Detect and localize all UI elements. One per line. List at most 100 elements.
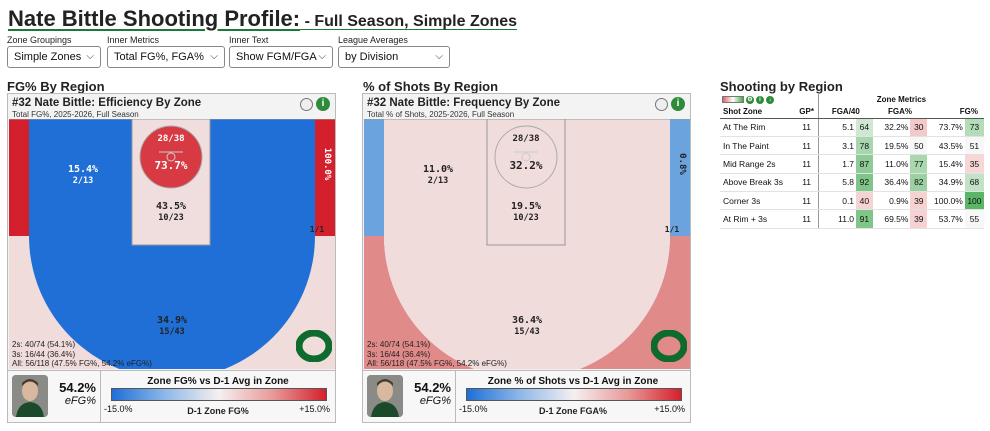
cell-fga40: 0.1 <box>818 191 857 211</box>
inner-metrics-control: Inner Metrics Total FG%, FGA% ⌵ <box>107 34 225 68</box>
cell-fga40-pctile: 40 <box>856 191 873 211</box>
three-count: 15/43 <box>514 327 540 337</box>
cell-fgapct: 11.0% <box>872 154 911 174</box>
table-row: In The Paint 11 3.1 78 19.5% 50 43.5% 51 <box>720 136 984 156</box>
cell-fg-pctile: 100 <box>964 191 984 211</box>
paint-pct: 19.5% <box>511 201 541 212</box>
legend-label: D-1 Zone FG% <box>187 406 249 416</box>
inner-metrics-label: Inner Metrics <box>107 35 160 45</box>
cell-fg: 15.4% <box>927 154 965 174</box>
page-title: Nate Bittle Shooting Profile: - Full Sea… <box>8 6 517 32</box>
zone-corner-right <box>315 119 335 236</box>
inner-metrics-select[interactable]: Total FG%, FGA% ⌵ <box>107 46 225 68</box>
corner-count: 1/1 <box>310 225 325 234</box>
paint-count: 10/23 <box>158 213 184 223</box>
corner-count: 1/1 <box>665 225 680 234</box>
player-avatar <box>12 375 48 417</box>
cell-fga40: 5.1 <box>818 118 857 137</box>
oregon-logo-icon <box>296 330 332 362</box>
player-photo-icon <box>367 375 403 417</box>
cell-fga40-pctile: 92 <box>856 173 873 193</box>
inner-text-value: Show FGM/FGA <box>236 51 317 63</box>
legend-max: +15.0% <box>299 404 330 414</box>
title-zones: Simple Zones <box>413 13 518 30</box>
three-pct: 36.4% <box>512 315 542 326</box>
settings-icon[interactable]: ⚙ <box>746 95 754 104</box>
cell-fga40-pctile: 87 <box>856 154 873 174</box>
cell-zone: Corner 3s <box>720 191 796 211</box>
table-toolbar: ⚙ i ↓ <box>720 94 819 105</box>
efg-summary: 54.2% eFG% <box>52 380 96 407</box>
league-averages-control: League Averages by Division ⌵ <box>338 34 450 68</box>
cell-fgapct: 0.9% <box>872 191 911 211</box>
rim-count: 28/38 <box>512 134 539 144</box>
legend-title: Zone % of Shots vs D-1 Avg in Zone <box>487 376 659 387</box>
info-icon[interactable]: i <box>316 97 330 111</box>
corner-pct: 0.8% <box>677 153 687 175</box>
title-dash: - <box>300 13 315 30</box>
table-row: At The Rim 11 5.1 64 32.2% 30 73.7% 73 <box>720 118 984 137</box>
mid-pct: 11.0% <box>423 164 453 175</box>
zone-rim <box>494 125 558 189</box>
zone-groupings-control: Zone Groupings Simple Zones ⌵ <box>7 34 101 68</box>
stat-all: All: 56/118 (47.5% FG%, 54.2% eFG%) <box>12 359 152 368</box>
radio-icon[interactable] <box>300 98 313 111</box>
frequency-panel: #32 Nate Bittle: Frequency By Zone Total… <box>362 93 691 423</box>
mid-pct: 15.4% <box>68 164 98 175</box>
cell-zone: Above Break 3s <box>720 173 796 193</box>
league-averages-select[interactable]: by Division ⌵ <box>338 46 450 68</box>
league-averages-value: by Division <box>345 51 399 63</box>
title-season: Full Season <box>314 13 405 30</box>
rim-pct: 73.7% <box>154 159 187 172</box>
cell-fga40: 11.0 <box>818 209 857 229</box>
efg-value: 54.2% <box>59 380 96 395</box>
info-icon[interactable]: i <box>671 97 685 111</box>
table-tools: ⚙ i ↓ <box>722 95 816 104</box>
rim-count: 28/38 <box>157 134 184 144</box>
legend-gradient-bar <box>111 388 327 401</box>
footer-divider <box>455 371 456 423</box>
cell-gp: 11 <box>795 191 819 211</box>
cell-fg: 53.7% <box>927 209 965 229</box>
paint-count: 10/23 <box>513 213 539 223</box>
cell-gp: 11 <box>795 209 819 229</box>
cell-fg-pctile: 73 <box>964 118 984 137</box>
download-icon[interactable]: ↓ <box>766 95 774 104</box>
col-gp[interactable]: GP* <box>795 105 819 119</box>
zone-groupings-label: Zone Groupings <box>7 35 72 45</box>
table-header-group: ⚙ i ↓ Zone Metrics <box>720 94 984 105</box>
cell-gp: 11 <box>795 173 819 193</box>
cell-fga40: 3.1 <box>818 136 857 156</box>
mid-count: 2/13 <box>428 176 448 186</box>
cell-zone: Mid Range 2s <box>720 154 796 174</box>
info-icon[interactable]: i <box>756 95 764 104</box>
panel-title: #32 Nate Bittle: Efficiency By Zone <box>12 97 202 109</box>
col-fgapct[interactable]: FGA% <box>872 105 928 119</box>
inner-metrics-value: Total FG%, FGA% <box>114 51 204 63</box>
zone-metrics-header: Zone Metrics <box>876 95 927 104</box>
chevron-down-icon: ⌵ <box>210 51 218 62</box>
cell-zone: At Rim + 3s <box>720 209 796 229</box>
zone-groupings-select[interactable]: Simple Zones ⌵ <box>7 46 101 68</box>
table-header: Shot Zone GP* FGA/40 FGA% FG% <box>720 105 984 119</box>
panel-title: #32 Nate Bittle: Frequency By Zone <box>367 97 560 109</box>
radio-icon[interactable] <box>655 98 668 111</box>
stat-twos: 2s: 40/74 (54.1%) <box>12 340 76 349</box>
inner-text-select[interactable]: Show FGM/FGA ⌵ <box>229 46 333 68</box>
color-scale-icon[interactable] <box>722 96 744 103</box>
cell-zone: At The Rim <box>720 118 796 137</box>
cell-fgapct: 32.2% <box>872 118 911 137</box>
cell-zone: In The Paint <box>720 136 796 156</box>
mid-count: 2/13 <box>73 176 93 186</box>
col-fga40[interactable]: FGA/40 <box>818 105 873 119</box>
table-row: Above Break 3s 11 5.8 92 36.4% 82 34.9% … <box>720 173 984 193</box>
zone-corner-right <box>670 119 690 236</box>
panel-header: #32 Nate Bittle: Frequency By Zone Total… <box>363 94 690 119</box>
panel-subtitle: Total % of Shots, 2025-2026, Full Season <box>367 110 515 119</box>
efg-label: eFG% <box>419 395 451 407</box>
cell-fga40-pctile: 91 <box>856 209 873 229</box>
title-comma: , <box>404 13 414 30</box>
col-shot-zone[interactable]: Shot Zone <box>720 105 796 119</box>
cell-fgapct-pctile: 30 <box>910 118 928 137</box>
col-fg[interactable]: FG% <box>927 105 984 119</box>
